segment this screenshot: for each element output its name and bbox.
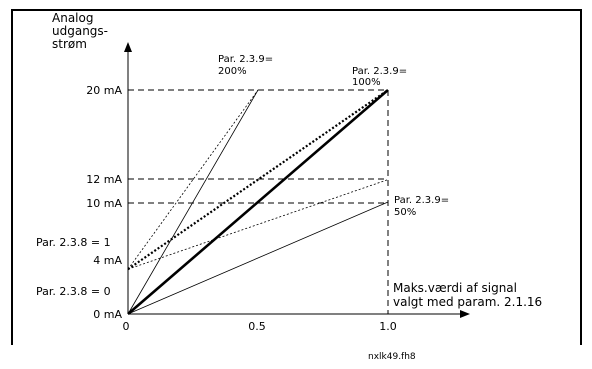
par238-0-label: Par. 2.3.8 = 0 [36, 285, 111, 298]
y-tick-4ma: 4 mA [93, 254, 122, 267]
y-tick-0ma: 0 mA [93, 308, 122, 321]
maks-label-line2: valgt med param. 2.1.16 [393, 295, 542, 309]
par239-50-line1: Par. 2.3.9= [394, 195, 449, 206]
series-line-3 [127, 201, 389, 315]
y-title-line2: udgangs- [52, 24, 108, 38]
series-line-5 [127, 89, 389, 271]
x-axis-arrow [460, 310, 470, 318]
par239-100-line1: Par. 2.3.9= [352, 66, 407, 77]
y-axis-arrow [124, 42, 132, 52]
series-line-4 [127, 89, 259, 270]
y-title-line3: strøm [52, 37, 87, 51]
series-layer [127, 89, 389, 315]
x-tick-0: 0 [123, 320, 130, 333]
series-line-6 [127, 179, 389, 270]
y-title-line1: Analog [52, 11, 93, 25]
series-line-2 [127, 89, 389, 315]
par239-50-line2: 50% [394, 207, 416, 218]
par238-1-label: Par. 2.3.8 = 1 [36, 236, 111, 249]
par239-200-line2: 200% [218, 66, 247, 77]
y-tick-12ma: 12 mA [86, 173, 122, 186]
maks-label-line1: Maks.værdi af signal [393, 281, 517, 295]
y-tick-20ma: 20 mA [86, 84, 122, 97]
file-name: nxlk49.fh8 [368, 352, 416, 362]
x-tick-05: 0.5 [248, 320, 266, 333]
frame-border [11, 9, 582, 345]
x-tick-10: 1.0 [379, 320, 397, 333]
par239-100-line2: 100% [352, 77, 381, 88]
series-line-1 [127, 89, 259, 315]
y-tick-10ma: 10 mA [86, 197, 122, 210]
par239-200-line1: Par. 2.3.9= [218, 54, 273, 65]
